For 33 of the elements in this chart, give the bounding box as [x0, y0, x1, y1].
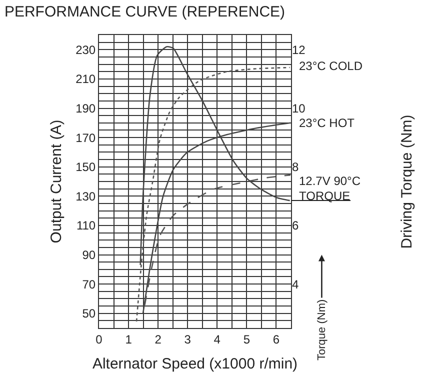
series-label: 12.7V 90°C: [299, 174, 361, 188]
y-tick-label: 190: [76, 101, 96, 116]
y2-tick-label: 8: [292, 160, 299, 174]
y-tick-label: 90: [82, 248, 96, 262]
x-tick-label: 1: [125, 332, 132, 346]
y2-tick-label: 6: [292, 218, 299, 233]
x-tick-label: 6: [272, 332, 280, 346]
series-label: TORQUE: [299, 189, 350, 203]
y2-tick-label: 12: [292, 42, 306, 57]
x-axis-title: Alternator Speed (x1000 r/min): [92, 355, 298, 372]
chart-title: PERFORMANCE CURVE (REPERENCE): [4, 3, 286, 20]
y-tick-label: 170: [76, 130, 96, 145]
series-label: 23°C HOT: [299, 116, 356, 130]
y2-tick-label: 10: [292, 101, 306, 116]
y-tick-label: 70: [82, 277, 96, 292]
line-series: [144, 174, 291, 306]
x-tick-label: 2: [154, 332, 162, 346]
y-tick-label: 130: [76, 189, 96, 204]
text: Driving Torque (Nm): [398, 114, 416, 249]
y-tick-label: 110: [76, 218, 96, 233]
x-tick-label: 3: [184, 332, 192, 346]
y-tick-label: 230: [76, 42, 96, 57]
text: Torque (Nm): [316, 299, 328, 360]
y-axis-title: Output Current (A): [48, 120, 65, 244]
y-tick-label: 210: [76, 72, 96, 86]
y-tick-label: 50: [82, 306, 96, 321]
x-tick-label: 0: [96, 332, 103, 346]
x-tick-label: 5: [243, 332, 250, 346]
y2-tick-label: 4: [292, 277, 299, 292]
y-tick-label: 150: [76, 160, 96, 174]
line-series: [136, 66, 290, 322]
x-tick-label: 4: [214, 332, 221, 346]
series-label: 23°C COLD: [299, 59, 363, 73]
